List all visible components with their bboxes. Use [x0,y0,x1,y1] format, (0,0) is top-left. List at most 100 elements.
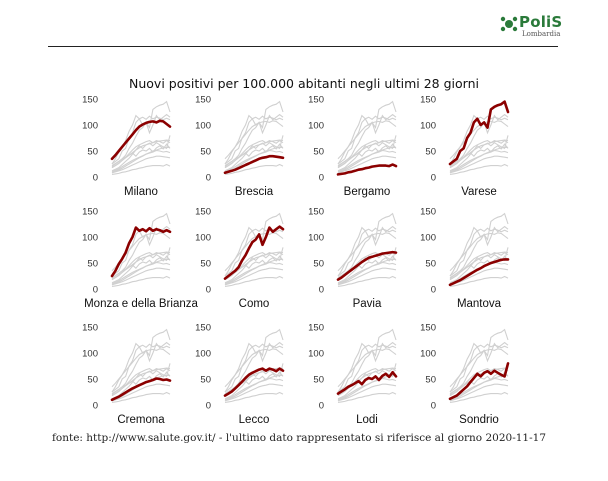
panel-label: Lecco [239,414,270,426]
series-line [448,100,510,166]
context-line [337,135,397,172]
y-tick-label: 0 [93,285,98,296]
context-line [337,275,397,287]
y-tick-label: 0 [431,285,436,296]
y-tick-label: 100 [420,233,436,244]
context-line [449,383,509,402]
y-tick-label: 0 [206,173,211,184]
context-line [224,139,284,169]
y-tick-label: 100 [420,349,436,360]
context-line [224,247,284,284]
context-line [449,342,509,393]
y-tick-label: 100 [308,233,324,244]
panel-label: Brescia [235,186,274,198]
y-tick-label: 50 [200,375,211,386]
y-tick-label: 0 [206,285,211,296]
y-tick-label: 0 [319,173,324,184]
context-line [224,391,284,403]
context-line [449,377,509,401]
y-tick-label: 150 [308,95,324,106]
y-tick-label: 50 [200,147,211,158]
context-line [449,212,509,277]
context-line [337,267,397,286]
y-tick-label: 100 [82,233,98,244]
context-line [337,391,397,403]
context-line [224,383,284,402]
context-line [449,267,509,286]
panel-label: Sondrio [459,414,499,426]
context-line [449,226,509,277]
y-tick-label: 100 [195,121,211,132]
polis-logo-icon [500,16,518,32]
context-line [224,163,284,175]
y-tick-label: 100 [195,233,211,244]
y-tick-label: 150 [195,323,211,334]
context-line [111,163,171,175]
context-line [337,328,397,393]
y-tick-label: 150 [195,207,211,218]
panel-label: Como [239,298,270,310]
context-line [449,139,509,169]
context-line [224,342,284,393]
context-line [337,212,397,277]
chart-title: Nuovi positivi per 100.000 abitanti negl… [129,76,479,91]
context-line [111,212,171,277]
panel-varese: 0 50 100 150 Varese [420,95,510,198]
context-line [111,328,171,393]
panel-label: Milano [124,186,158,198]
panel-bergamo: 0 50 100 150 Bergamo [308,95,398,198]
panel-lodi: 0 50 100 150 Lodi [308,323,398,426]
context-line [337,143,397,167]
context-line [111,139,171,169]
context-line [111,135,171,172]
panel-label: Bergamo [344,186,391,198]
logo-region-text: Lombardia [522,30,561,38]
series-line [110,377,172,402]
panel-label: Monza e della Brianza [84,298,198,310]
context-line [111,100,171,165]
context-line [337,155,397,174]
y-tick-label: 50 [87,147,98,158]
y-tick-label: 150 [420,95,436,106]
y-tick-label: 0 [93,401,98,412]
series-line [336,163,398,176]
context-line [449,367,509,397]
y-tick-label: 150 [308,323,324,334]
y-tick-label: 100 [308,121,324,132]
logo-brand-text: PoliS [519,13,563,31]
y-tick-label: 0 [319,401,324,412]
context-line [449,149,509,173]
panel-label: Cremona [117,414,165,426]
series-line [110,226,172,278]
context-line [111,342,171,393]
y-tick-label: 150 [82,207,98,218]
series-line [223,154,285,175]
y-tick-label: 150 [195,95,211,106]
context-line [224,377,284,401]
y-tick-label: 150 [420,323,436,334]
context-line [224,143,284,167]
panel-label: Lodi [356,414,378,426]
y-tick-label: 150 [82,323,98,334]
y-tick-label: 100 [308,349,324,360]
panel-brescia: 0 50 100 150 Brescia [195,95,285,198]
source-footnote: fonte: http://www.salute.gov.it/ - l'ult… [52,432,547,444]
panel-como: 0 50 100 150 Como [195,207,285,310]
context-line [111,383,171,402]
context-line [449,275,509,287]
y-tick-label: 100 [82,349,98,360]
series-line [223,225,285,280]
y-tick-label: 50 [313,375,324,386]
y-tick-label: 0 [93,173,98,184]
y-tick-label: 150 [82,95,98,106]
panel-milano: 0 50 100 150 Milano [82,95,172,198]
panel-mantova: 0 50 100 150 Mantova [420,207,510,310]
series-line [223,367,285,397]
context-line [337,367,397,397]
y-tick-label: 50 [425,375,436,386]
series-line [336,370,398,395]
y-tick-label: 100 [195,349,211,360]
context-line [224,363,284,400]
context-line [111,255,171,279]
